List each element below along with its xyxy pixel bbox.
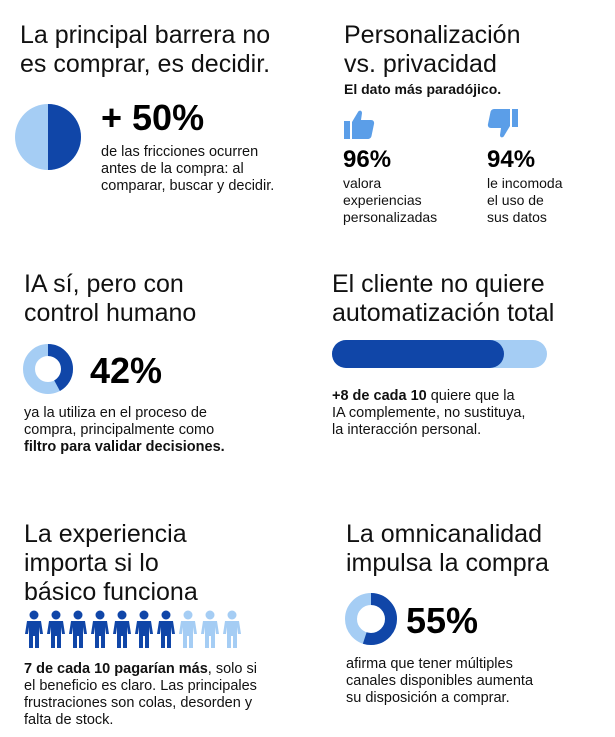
section-subtitle: El dato más paradójico. [344, 81, 502, 97]
stat-value-privacy: 94% [487, 146, 536, 173]
half-pie-chart [15, 104, 81, 170]
stat-description: valora experiencias personalizadas [343, 175, 438, 225]
person-icon [179, 610, 197, 648]
thumbs-down-icon [487, 109, 518, 138]
person-icon-highlighted [113, 610, 131, 648]
section-title: La principal barrera no es comprar, es d… [20, 21, 271, 78]
donut-segment [23, 344, 73, 394]
stat-description: afirma que tener múltiples canales dispo… [346, 656, 534, 706]
section-title: El cliente no quiere automatización tota… [332, 270, 555, 327]
stat-value: + 50% [101, 97, 205, 138]
donut-chart [23, 344, 73, 394]
person-icon-highlighted [91, 610, 109, 648]
stat-description: 7 de cada 10 pagarían más, solo si el be… [24, 661, 257, 728]
stat-description: +8 de cada 10 quiere que la IA complemen… [332, 388, 526, 438]
stat-value: 55% [406, 600, 479, 641]
donut-segment [345, 593, 397, 645]
progress-bar-track [332, 340, 547, 368]
stat-description: de las fricciones ocurren antes de la co… [101, 144, 275, 194]
person-icon [201, 610, 219, 648]
person-icon-highlighted [135, 610, 153, 648]
stat-description: ya la utiliza en el proceso de compra, p… [24, 405, 225, 455]
people-pictogram [25, 610, 241, 648]
person-icon-highlighted [47, 610, 65, 648]
section-title: Personalización vs. privacidad [344, 21, 521, 78]
stat-value-personalization: 96% [343, 146, 392, 173]
stat-description: le incomoda el uso de sus datos [487, 175, 563, 225]
progress-bar-fill [332, 340, 504, 368]
donut-chart [345, 593, 397, 645]
section-title: IA sí, pero con control humano [24, 270, 197, 327]
person-icon-highlighted [69, 610, 87, 648]
section-title: La experiencia importa si lo básico func… [24, 520, 198, 606]
pie-slice [48, 104, 81, 170]
person-icon-highlighted [25, 610, 43, 648]
section-title: La omnicanalidad impulsa la compra [346, 520, 549, 577]
person-icon-highlighted [157, 610, 175, 648]
person-icon [223, 610, 241, 648]
thumbs-up-icon [344, 110, 375, 139]
stat-value: 42% [90, 350, 163, 391]
